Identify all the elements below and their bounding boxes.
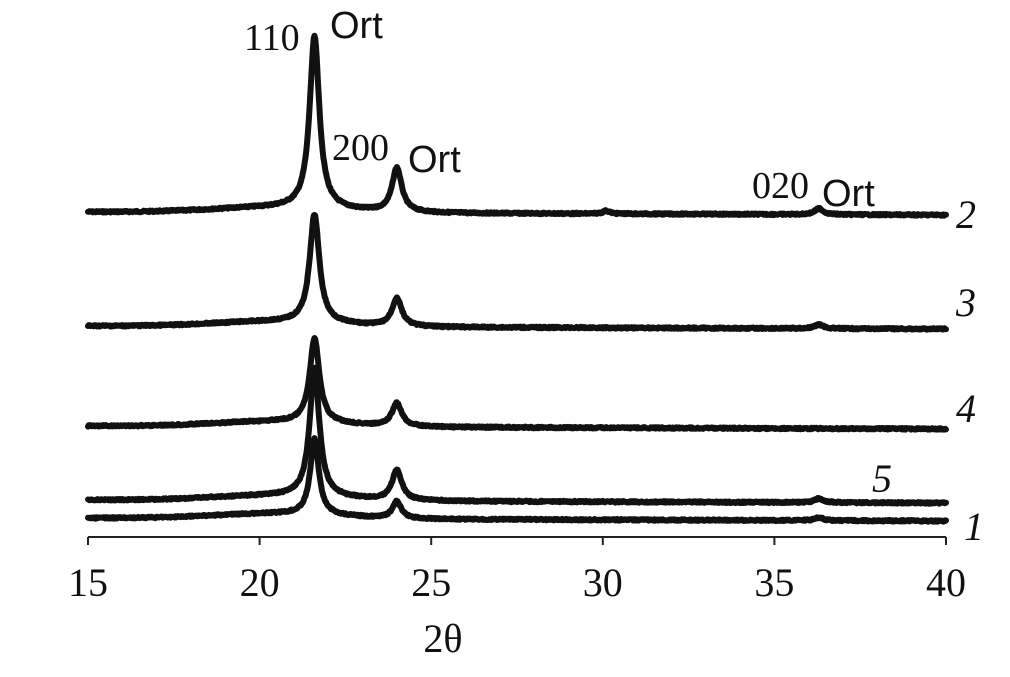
series-label-3: 3 (955, 280, 976, 325)
series-label-1: 1 (964, 504, 984, 549)
series-label-5: 5 (872, 456, 892, 501)
trace-series-3 (85, 211, 949, 333)
x-tick-label: 25 (411, 560, 451, 605)
peak-index-label: 020 (752, 165, 809, 207)
peak-annotations: 110 Ort 200 Ort 020 Ort (244, 5, 875, 215)
trace-series-1 (85, 435, 949, 525)
diffraction-traces (85, 32, 949, 525)
x-tick-label: 40 (926, 560, 966, 605)
peak-phase-label: Ort (822, 173, 875, 215)
series-label-4: 4 (956, 386, 976, 431)
peak-index-label: 110 (244, 17, 300, 59)
peak-phase-label: Ort (330, 5, 383, 47)
peak-index-label: 200 (332, 127, 389, 169)
x-axis-ticks: 15 20 25 30 35 40 (68, 537, 966, 605)
x-tick-label: 15 (68, 560, 108, 605)
series-label-2: 2 (956, 192, 976, 237)
trace-series-5 (85, 364, 949, 507)
peak-phase-label: Ort (408, 139, 461, 181)
x-tick-label: 30 (583, 560, 623, 605)
series-labels: 2 3 4 5 1 (872, 192, 984, 549)
trace-series-4 (85, 335, 949, 433)
x-axis-title: 2θ (423, 616, 462, 661)
trace-series-2 (85, 32, 949, 219)
x-tick-label: 35 (754, 560, 794, 605)
x-tick-label: 20 (240, 560, 280, 605)
